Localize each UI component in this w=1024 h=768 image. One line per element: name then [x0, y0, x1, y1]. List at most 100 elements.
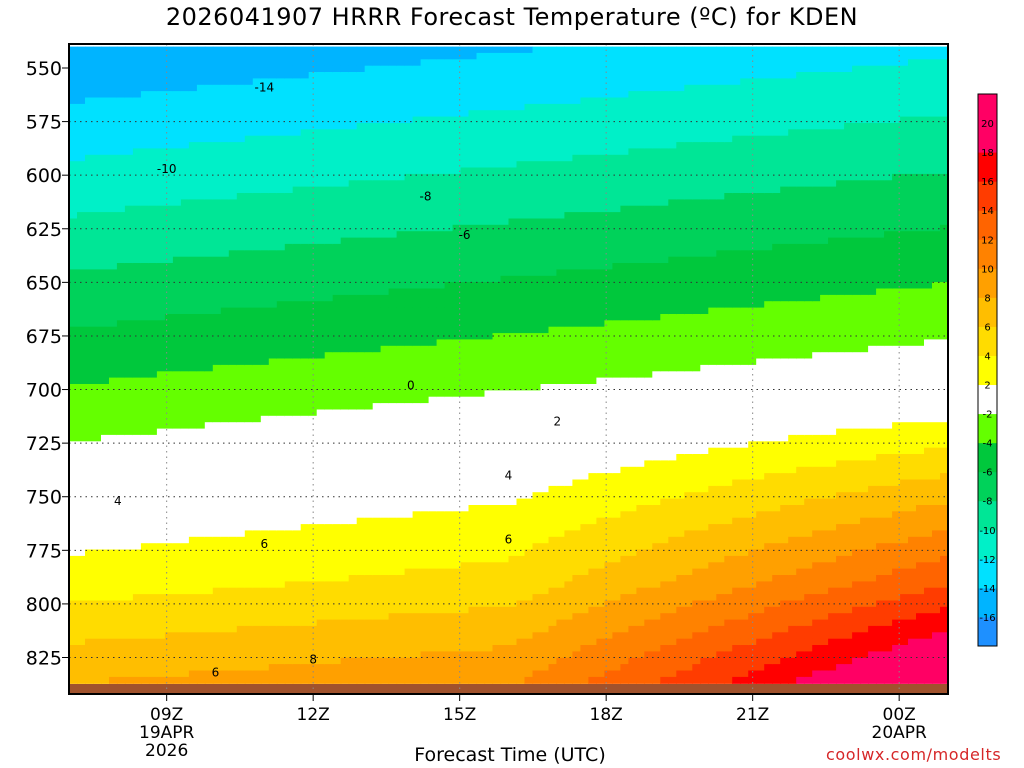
field-cell [308, 441, 318, 449]
field-cell [316, 142, 326, 150]
field-cell [132, 587, 142, 595]
field-cell [300, 645, 310, 652]
field-cell [212, 511, 222, 519]
field-cell [404, 492, 414, 500]
field-cell [460, 46, 470, 54]
field-cell [316, 345, 326, 353]
field-cell [77, 307, 86, 315]
field-cell [212, 59, 222, 67]
field-cell [308, 594, 318, 602]
field-cell [420, 339, 430, 347]
field-cell [364, 371, 374, 379]
field-cell [324, 110, 334, 118]
field-cell [372, 301, 382, 309]
field-cell [452, 454, 462, 461]
field-cell [268, 485, 278, 493]
field-cell [364, 148, 374, 156]
field-cell [300, 384, 310, 391]
field-cell [85, 129, 94, 137]
field-cell [436, 224, 446, 232]
field-cell [148, 110, 158, 118]
field-cell [188, 555, 198, 563]
field-cell [420, 256, 430, 264]
field-cell [228, 377, 238, 385]
field-cell [372, 657, 382, 665]
field-cell [316, 536, 326, 544]
field-cell [180, 625, 190, 633]
field-cell [252, 301, 262, 309]
field-cell [164, 625, 174, 633]
field-cell [428, 282, 438, 290]
field-cell [420, 543, 430, 551]
field-cell [404, 103, 414, 111]
field-cell [124, 294, 134, 302]
field-cell [340, 129, 350, 137]
field-cell [316, 352, 326, 360]
field-cell [372, 664, 382, 672]
field-cell [356, 562, 366, 570]
field-cell [188, 568, 198, 576]
field-cell [109, 396, 118, 404]
field-cell [252, 428, 262, 436]
field-cell [101, 676, 110, 684]
field-cell [396, 231, 406, 239]
field-cell [116, 129, 126, 137]
field-cell [308, 638, 318, 646]
field-cell [404, 154, 414, 162]
field-cell [316, 154, 326, 162]
field-cell [228, 186, 238, 194]
field-cell [340, 358, 350, 366]
field-cell [164, 180, 174, 188]
field-cell [132, 536, 142, 544]
field-cell [109, 123, 118, 130]
field-cell [436, 473, 446, 481]
field-cell [308, 517, 318, 525]
field-cell [69, 466, 78, 474]
field-cell [428, 396, 438, 404]
field-cell [85, 326, 94, 334]
field-cell [356, 664, 366, 672]
field-cell [356, 479, 366, 487]
field-cell [324, 409, 334, 417]
field-cell [252, 263, 262, 270]
field-cell [156, 664, 166, 672]
field-cell [93, 135, 102, 143]
field-cell [436, 205, 446, 213]
field-cell [268, 676, 278, 684]
field-cell [220, 447, 230, 455]
field-cell [244, 333, 254, 341]
field-cell [428, 364, 438, 372]
field-cell [140, 505, 150, 512]
field-cell [109, 263, 118, 270]
field-cell [172, 562, 182, 570]
field-cell [356, 403, 366, 411]
field-cell [436, 555, 446, 563]
field-cell [428, 517, 438, 525]
field-cell [316, 103, 326, 111]
field-cell [332, 205, 342, 213]
field-cell [85, 205, 94, 213]
field-cell [332, 632, 342, 640]
field-cell [412, 511, 422, 519]
field-cell [364, 428, 374, 436]
field-cell [284, 428, 294, 436]
field-cell [93, 352, 102, 360]
field-cell [101, 473, 110, 481]
field-cell [292, 670, 302, 678]
field-cell [156, 52, 166, 60]
field-cell [85, 619, 94, 627]
field-cell [428, 530, 438, 538]
field-cell [460, 91, 470, 99]
field-cell [388, 333, 398, 341]
field-cell [436, 72, 446, 79]
field-cell [101, 613, 110, 621]
field-cell [180, 301, 190, 309]
field-cell [116, 123, 126, 130]
field-cell [180, 91, 190, 99]
field-cell [364, 562, 374, 570]
field-cell [404, 326, 414, 334]
field-cell [101, 447, 110, 455]
field-cell [340, 536, 350, 544]
field-cell [324, 390, 334, 398]
field-cell [124, 72, 134, 79]
